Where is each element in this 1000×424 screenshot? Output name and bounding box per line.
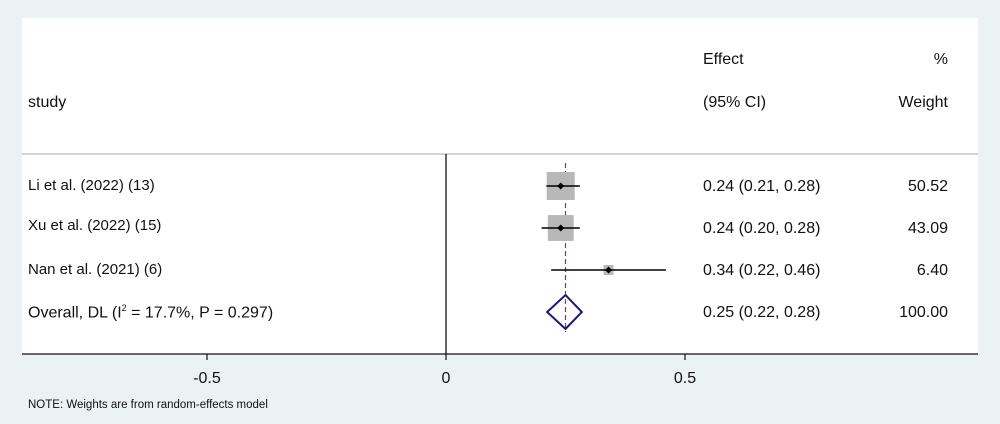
plot-area (22, 18, 978, 354)
weight-text-1: 43.09 (907, 220, 948, 237)
study-label-1: Xu et al. (2022) (15) (28, 217, 162, 234)
point-estimate-1 (557, 224, 565, 232)
effect-text-0: 0.24 (0.21, 0.28) (703, 178, 821, 195)
effect-header-line1: Effect (703, 51, 744, 68)
overall-label-sup: 2 (121, 303, 127, 313)
weight-header-line2: Weight (898, 94, 948, 111)
effect-text-overall: 0.25 (0.22, 0.28) (703, 304, 821, 321)
overall-label-suffix: = 17.7%, P = 0.297) (126, 304, 274, 322)
effect-text-1: 0.24 (0.20, 0.28) (703, 220, 821, 237)
weight-text-2: 6.40 (916, 262, 948, 279)
footnote: NOTE: Weights are from random-effects mo… (28, 399, 268, 411)
x-tick-label-2: 0.5 (674, 370, 696, 387)
weight-header-line1: % (933, 51, 948, 68)
study-header: study (28, 94, 67, 111)
study-label-2: Nan et al. (2021) (6) (28, 261, 163, 278)
study-label-0: Li et al. (2022) (13) (28, 177, 155, 194)
point-estimate-0 (557, 182, 565, 190)
weight-text-overall: 100.00 (899, 304, 948, 321)
point-estimate-2 (605, 266, 613, 274)
x-tick-label-0: -0.5 (193, 370, 221, 387)
effect-header-line2: (95% CI) (703, 94, 767, 111)
weight-text-0: 50.52 (907, 178, 948, 195)
overall-label: Overall, DL (I2 = 17.7%, P = 0.297) (28, 304, 273, 321)
overall-label-prefix: Overall, DL (I (28, 304, 122, 322)
overall-diamond (545, 293, 584, 331)
x-tick-label-1: 0 (442, 370, 451, 387)
effect-text-2: 0.34 (0.22, 0.46) (703, 262, 821, 279)
